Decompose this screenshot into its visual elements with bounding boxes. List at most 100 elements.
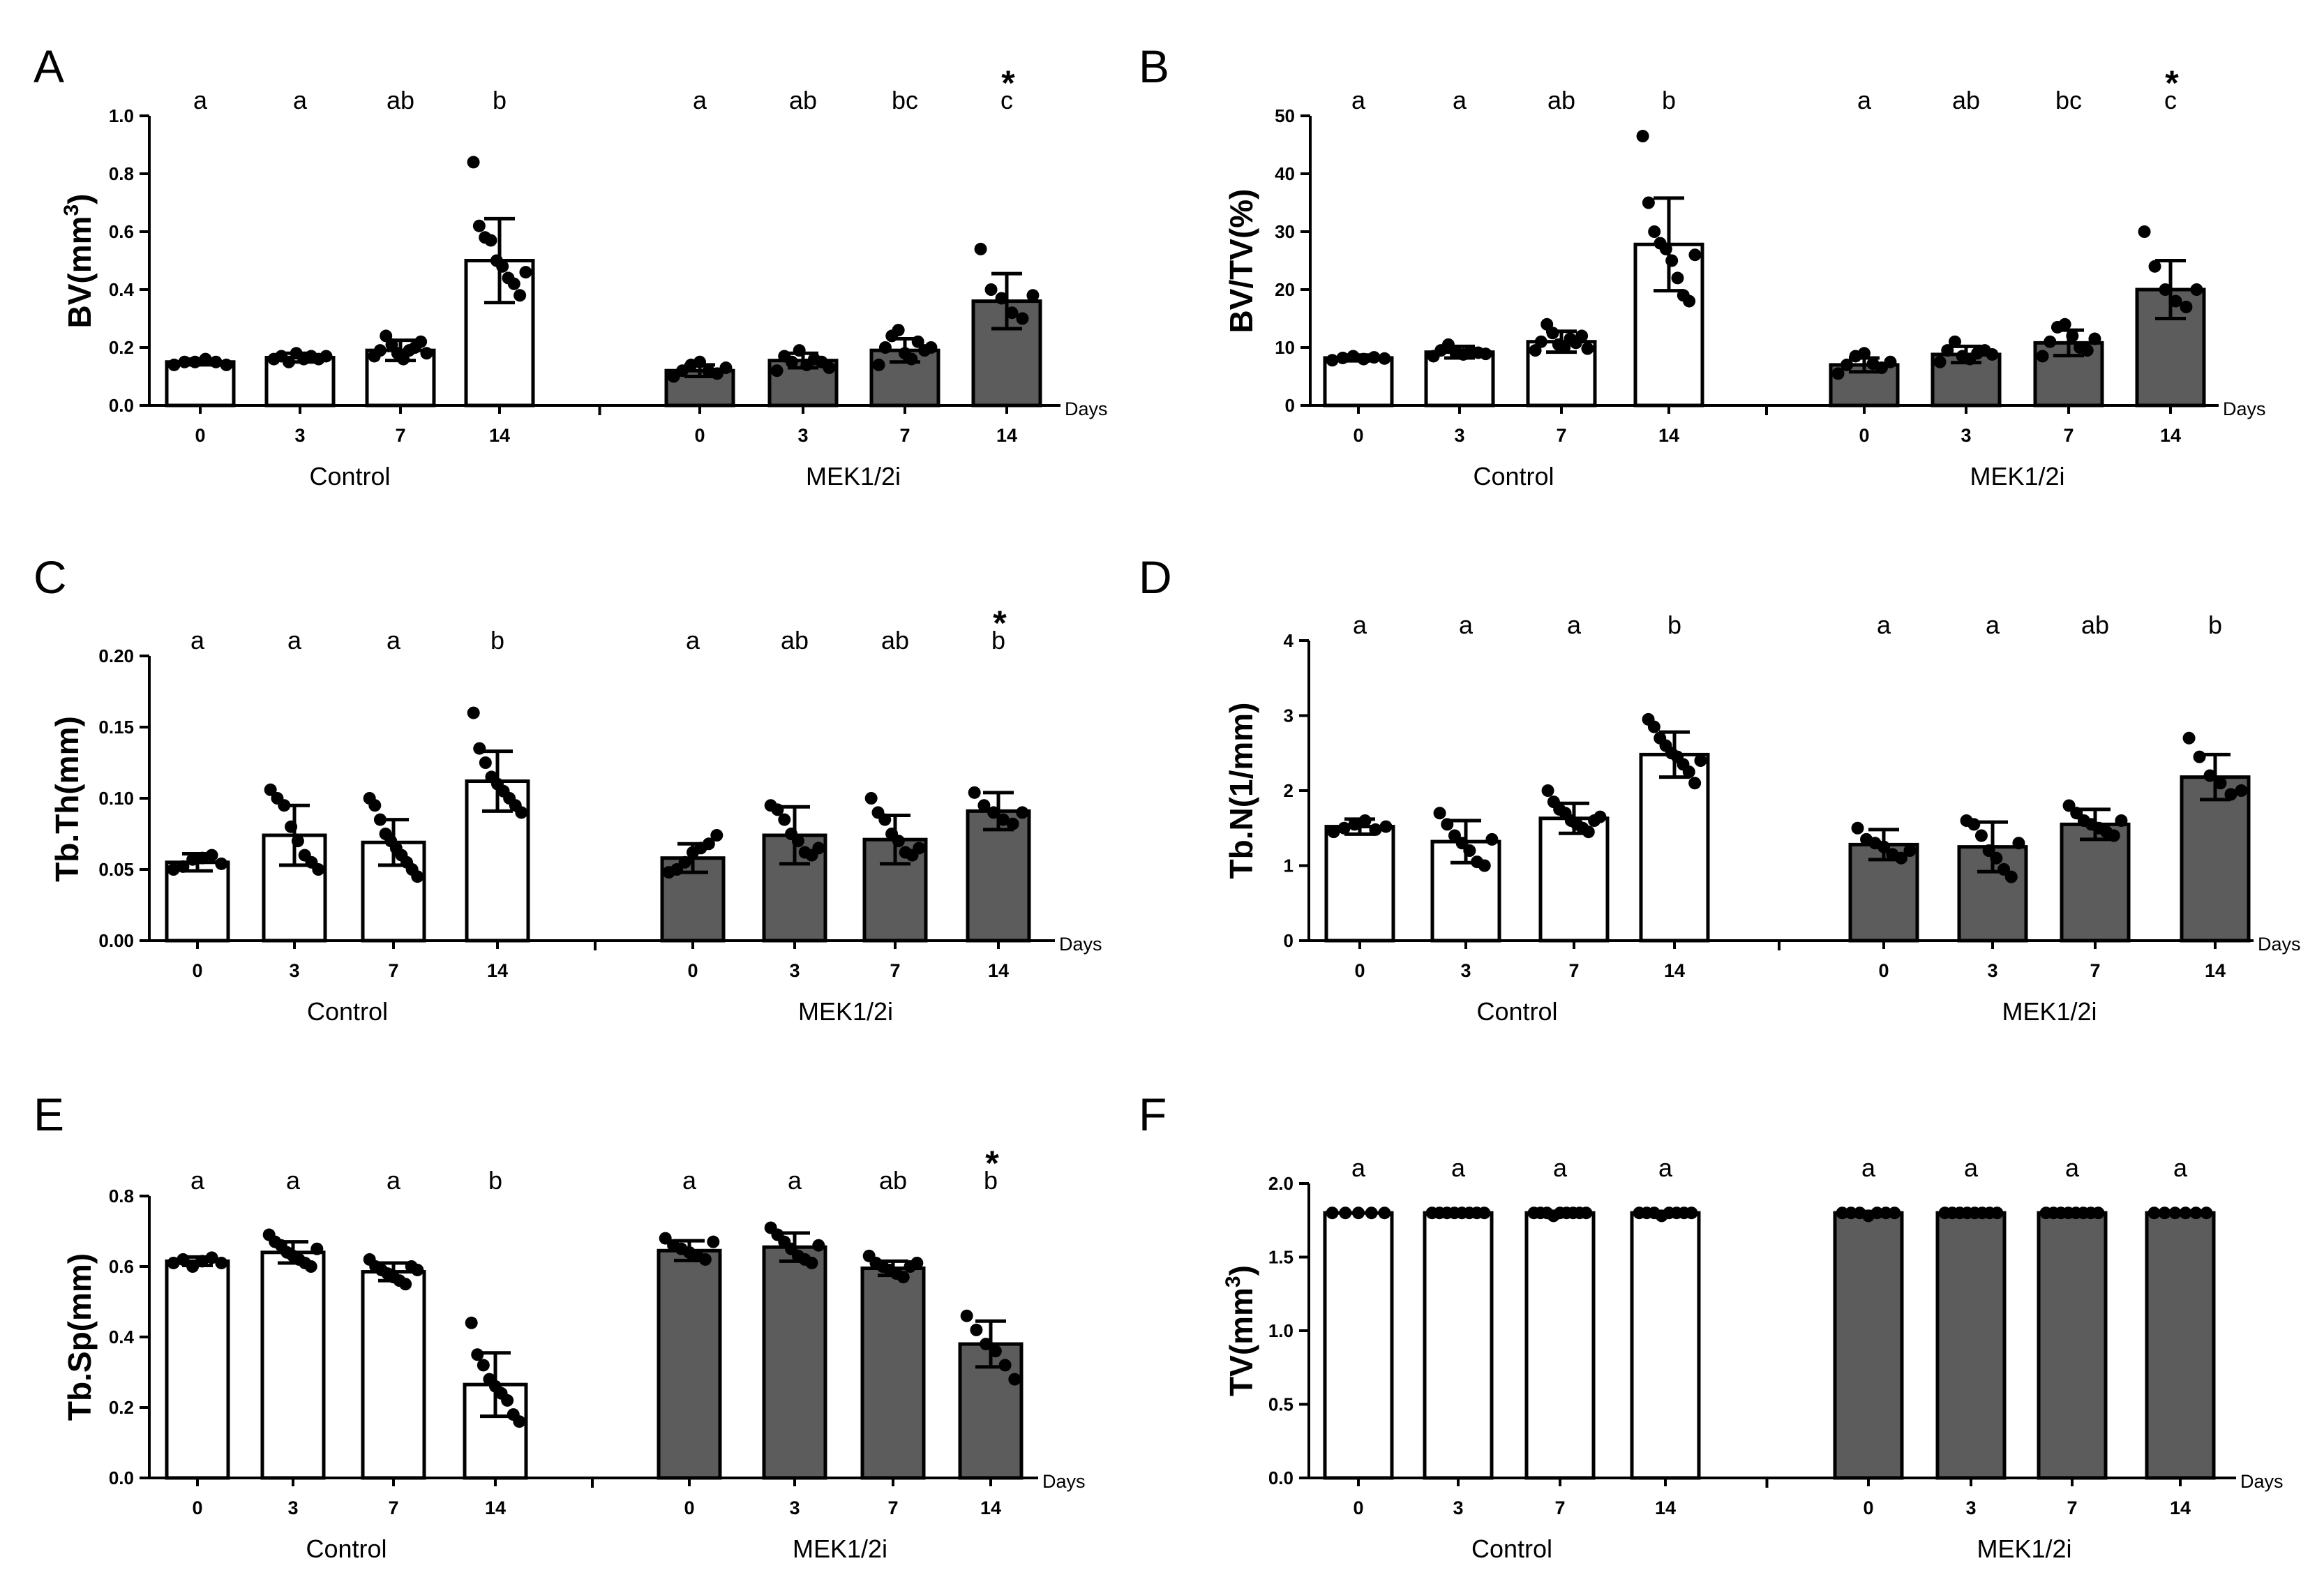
- data-point: [472, 219, 486, 232]
- data-point: [1594, 810, 1607, 823]
- data-point: [2044, 335, 2057, 348]
- x-tick-label: 3: [289, 960, 299, 981]
- y-tick-label: 1.5: [1268, 1247, 1294, 1268]
- x-tick-label: 7: [899, 425, 910, 446]
- significance-letter: ab: [1547, 86, 1575, 114]
- significance-letter: b: [2208, 611, 2222, 639]
- data-point: [812, 842, 825, 855]
- data-point: [1433, 807, 1446, 820]
- bar-control-day3: [264, 356, 336, 408]
- data-point: [2058, 317, 2071, 331]
- bar-mek12i-day14: [2180, 775, 2251, 943]
- data-point: [1005, 306, 1019, 320]
- significance-letter: a: [1453, 86, 1467, 114]
- significance-letter: b: [991, 626, 1005, 655]
- data-point: [1888, 1206, 1901, 1220]
- bar-mek12i-day7: [2037, 1211, 2108, 1480]
- data-point: [977, 799, 991, 812]
- data-point: [2115, 814, 2128, 827]
- panel-b: BBV/TV(%)01020304050Days0a3a7ab14bContro…: [1139, 40, 2266, 491]
- x-tick-label: 7: [388, 960, 398, 981]
- data-point: [513, 1415, 526, 1428]
- data-point: [960, 1309, 973, 1322]
- data-point: [1379, 820, 1393, 833]
- x-axis-unit-label: Days: [1065, 398, 1108, 419]
- significance-letter: a: [286, 1166, 301, 1195]
- data-point: [1327, 825, 1340, 839]
- significance-letter: a: [293, 86, 308, 114]
- x-tick-label: 14: [489, 425, 510, 446]
- y-tick-label: 1: [1284, 855, 1294, 876]
- panel-letter: A: [33, 40, 64, 92]
- y-tick-label: 40: [1275, 163, 1295, 184]
- data-point: [484, 234, 497, 247]
- data-point: [1339, 1206, 1352, 1220]
- data-point: [2168, 1206, 2182, 1220]
- x-tick-label: 0: [1353, 1497, 1363, 1518]
- data-point: [995, 292, 1008, 305]
- data-point: [1941, 344, 1954, 357]
- x-axis-unit-label: Days: [1059, 934, 1102, 955]
- data-point: [1541, 784, 1554, 797]
- bar-mek12i-day0: [657, 1248, 722, 1480]
- x-tick-label: 3: [789, 960, 800, 981]
- x-tick-label: 3: [797, 425, 808, 446]
- data-point: [2148, 260, 2161, 273]
- bar-control-day0: [1323, 1211, 1394, 1480]
- significance-letter: a: [387, 626, 401, 655]
- data-point: [998, 1359, 1012, 1372]
- bar-control-day7: [1538, 816, 1610, 943]
- data-point: [2193, 750, 2206, 763]
- data-point: [414, 335, 428, 348]
- y-tick-label: 2.0: [1268, 1173, 1294, 1194]
- x-tick-label: 3: [1460, 960, 1471, 981]
- data-point: [785, 355, 798, 368]
- data-point: [467, 706, 480, 719]
- y-tick-label: 0.4: [109, 279, 135, 300]
- bar-mek12i-day7: [2060, 822, 2131, 943]
- x-tick-label: 3: [294, 425, 305, 446]
- y-tick-label: 2: [1284, 780, 1294, 801]
- y-tick-label: 0: [1284, 930, 1294, 951]
- data-point: [1694, 754, 1707, 767]
- data-point: [913, 842, 926, 855]
- y-axis-label: TV(mm3): [1222, 1265, 1259, 1396]
- group-label: Control: [306, 1534, 387, 1563]
- bar-mek12i-day3: [1957, 845, 2028, 943]
- x-tick-label: 3: [1453, 1497, 1463, 1518]
- significance-letter: a: [387, 1166, 401, 1195]
- data-point: [1581, 342, 1594, 355]
- significance-letter: a: [1553, 1153, 1568, 1182]
- data-point: [702, 837, 715, 851]
- x-tick-label: 3: [287, 1497, 298, 1518]
- significance-letter: a: [287, 626, 302, 655]
- data-point: [1026, 289, 1040, 302]
- y-tick-label: 0.00: [98, 930, 134, 951]
- significance-letter: a: [190, 1166, 205, 1195]
- x-tick-label: 14: [485, 1497, 506, 1518]
- x-tick-label: 0: [687, 960, 698, 981]
- x-tick-label: 7: [2063, 425, 2074, 446]
- data-point: [2081, 344, 2094, 357]
- x-tick-label: 0: [1353, 425, 1363, 446]
- data-point: [805, 1256, 818, 1269]
- significance-letter: a: [1351, 86, 1366, 114]
- data-point: [167, 358, 181, 371]
- data-point: [970, 1323, 983, 1336]
- data-point: [467, 156, 480, 169]
- data-point: [770, 364, 784, 378]
- x-tick-label: 7: [395, 425, 405, 446]
- y-tick-label: 0.10: [98, 788, 134, 809]
- bar-control-day0: [165, 1259, 230, 1480]
- data-point: [910, 1256, 924, 1269]
- x-tick-label: 14: [1664, 960, 1685, 981]
- data-point: [968, 786, 981, 799]
- data-point: [2088, 332, 2101, 345]
- x-axis-unit-label: Days: [2258, 934, 2301, 955]
- data-point: [465, 1316, 478, 1329]
- data-point: [1326, 1206, 1339, 1220]
- data-point: [698, 1253, 712, 1266]
- data-point: [1841, 358, 1854, 371]
- significance-letter: a: [1658, 1153, 1673, 1182]
- y-axis-label: Tb.Sp(mm): [61, 1253, 98, 1421]
